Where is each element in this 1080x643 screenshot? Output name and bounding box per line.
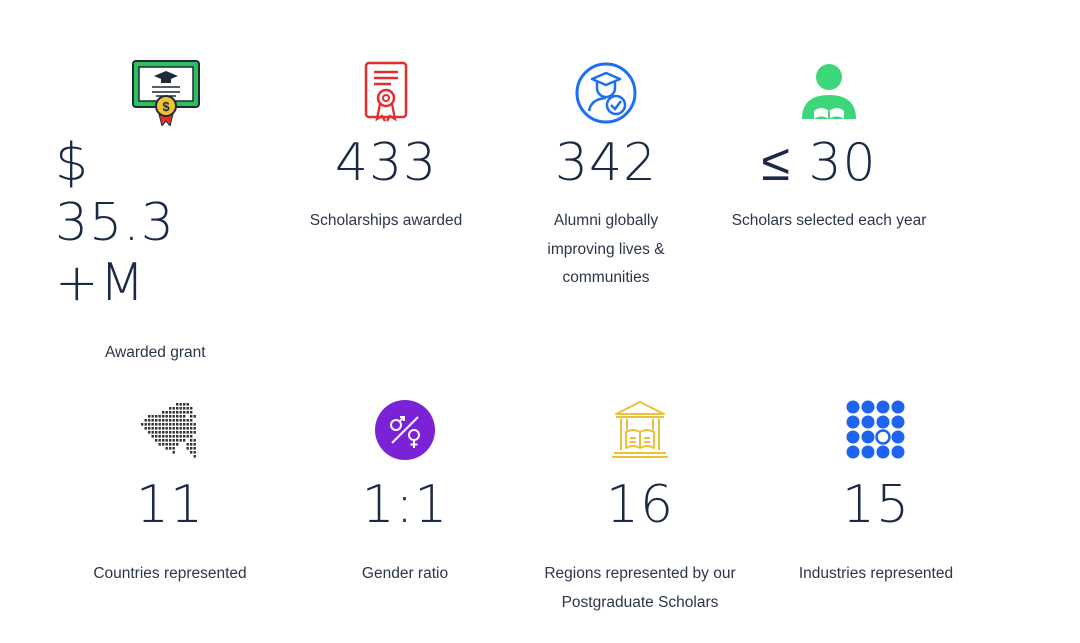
stat-regions: 16 Regions represented by our Postgradua…	[524, 395, 756, 617]
library-building-icon	[605, 395, 675, 465]
stat-scholarships-awarded: 433 Scholarships awarded	[296, 58, 476, 236]
stat-countries: 11 Countries represented	[80, 395, 260, 589]
stat-alumni: 342 Alumni globally improving lives & co…	[526, 58, 686, 293]
stat-label: Regions represented by our Postgraduate …	[544, 565, 736, 611]
stat-label: Industries represented	[798, 565, 954, 582]
award-document-icon	[351, 58, 421, 128]
dotted-map-icon	[135, 395, 205, 465]
stat-label: Countries represented	[93, 565, 247, 582]
dot-grid-icon	[841, 395, 911, 465]
stat-gender-ratio: 1:1 Gender ratio	[330, 395, 480, 589]
stat-label: Alumni globally improving lives & commun…	[547, 212, 665, 286]
stat-scholars-selected: ≤ 30 Scholars selected each year	[718, 58, 940, 236]
stat-value: 15	[841, 475, 911, 535]
stat-value: 16	[605, 475, 675, 535]
stat-value: $ 35.3 +M	[55, 133, 175, 313]
reading-student-icon	[794, 58, 864, 128]
stat-awarded-grant: $ $ 35.3 +M Awarded grant	[55, 58, 275, 368]
graduate-check-icon	[571, 58, 641, 128]
stat-value: 11	[135, 475, 205, 535]
stat-label: Awarded grant	[105, 344, 206, 361]
certificate-icon: $	[131, 58, 201, 128]
gender-symbols-icon	[370, 395, 440, 465]
stat-value: ≤ 30	[761, 133, 877, 193]
stat-label: Scholars selected each year	[731, 212, 927, 229]
stat-industries: 15 Industries represented	[780, 395, 972, 589]
svg-text:$: $	[162, 99, 170, 114]
stat-label: Gender ratio	[361, 565, 449, 582]
stat-value: 433	[334, 133, 438, 193]
stat-label: Scholarships awarded	[309, 212, 463, 229]
stat-value: 1:1	[361, 475, 449, 535]
stat-value: 342	[554, 133, 658, 193]
